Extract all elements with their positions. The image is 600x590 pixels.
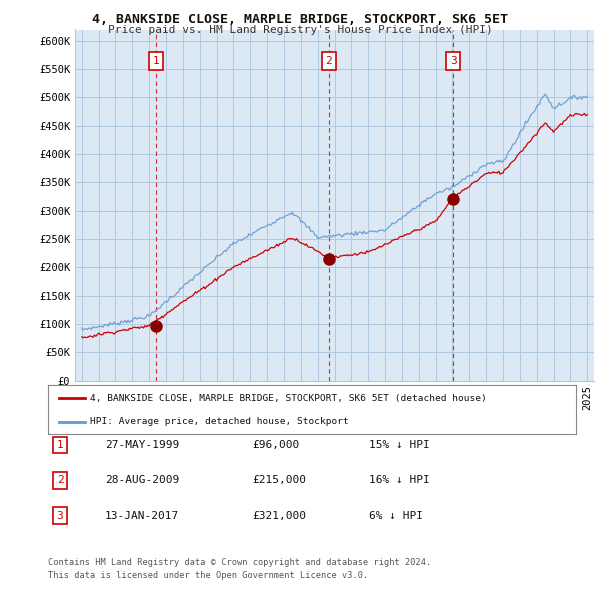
Text: 3: 3 [450, 55, 457, 65]
Text: 15% ↓ HPI: 15% ↓ HPI [369, 440, 430, 450]
Text: 28-AUG-2009: 28-AUG-2009 [105, 476, 179, 485]
Text: £321,000: £321,000 [252, 511, 306, 520]
Text: 1: 1 [152, 55, 160, 65]
Text: £215,000: £215,000 [252, 476, 306, 485]
Text: 16% ↓ HPI: 16% ↓ HPI [369, 476, 430, 485]
Text: HPI: Average price, detached house, Stockport: HPI: Average price, detached house, Stoc… [90, 417, 349, 426]
Text: 1: 1 [56, 440, 64, 450]
Text: Price paid vs. HM Land Registry's House Price Index (HPI): Price paid vs. HM Land Registry's House … [107, 25, 493, 35]
Text: 27-MAY-1999: 27-MAY-1999 [105, 440, 179, 450]
Text: This data is licensed under the Open Government Licence v3.0.: This data is licensed under the Open Gov… [48, 571, 368, 579]
Text: 4, BANKSIDE CLOSE, MARPLE BRIDGE, STOCKPORT, SK6 5ET: 4, BANKSIDE CLOSE, MARPLE BRIDGE, STOCKP… [92, 13, 508, 26]
Text: 2: 2 [325, 55, 332, 65]
Text: 3: 3 [56, 511, 64, 520]
Text: 2: 2 [56, 476, 64, 485]
Text: 13-JAN-2017: 13-JAN-2017 [105, 511, 179, 520]
Text: 6% ↓ HPI: 6% ↓ HPI [369, 511, 423, 520]
Text: 4, BANKSIDE CLOSE, MARPLE BRIDGE, STOCKPORT, SK6 5ET (detached house): 4, BANKSIDE CLOSE, MARPLE BRIDGE, STOCKP… [90, 394, 487, 403]
Text: £96,000: £96,000 [252, 440, 299, 450]
Text: Contains HM Land Registry data © Crown copyright and database right 2024.: Contains HM Land Registry data © Crown c… [48, 558, 431, 566]
